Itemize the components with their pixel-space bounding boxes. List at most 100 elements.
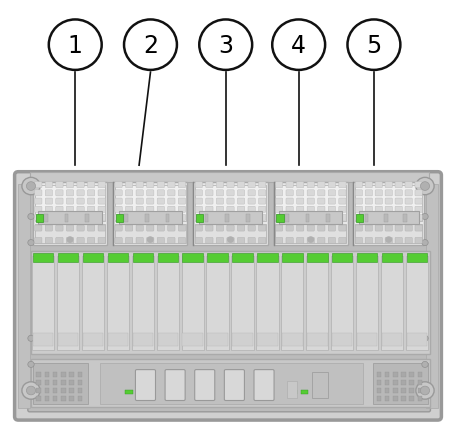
Bar (417, 380, 421, 385)
FancyBboxPatch shape (354, 215, 362, 221)
FancyBboxPatch shape (146, 207, 154, 213)
FancyBboxPatch shape (296, 207, 303, 213)
FancyBboxPatch shape (285, 182, 293, 188)
FancyBboxPatch shape (135, 370, 155, 401)
Bar (287, 381, 297, 398)
Bar (115, 186, 185, 221)
FancyBboxPatch shape (35, 215, 42, 221)
Bar (18, 184, 30, 408)
FancyBboxPatch shape (384, 207, 391, 213)
Bar (257, 333, 277, 346)
FancyBboxPatch shape (28, 181, 430, 412)
FancyBboxPatch shape (338, 215, 345, 221)
FancyBboxPatch shape (394, 207, 401, 213)
Bar (380, 256, 402, 350)
Circle shape (415, 382, 433, 399)
FancyBboxPatch shape (275, 182, 282, 188)
FancyBboxPatch shape (77, 226, 84, 232)
FancyBboxPatch shape (98, 215, 105, 221)
FancyBboxPatch shape (258, 238, 265, 244)
Bar (356, 254, 377, 263)
FancyBboxPatch shape (87, 182, 95, 188)
Circle shape (421, 240, 427, 246)
Bar (61, 372, 66, 378)
Bar (132, 254, 152, 263)
FancyBboxPatch shape (136, 226, 143, 232)
FancyBboxPatch shape (167, 226, 175, 232)
FancyBboxPatch shape (394, 182, 401, 188)
Bar (35, 186, 105, 221)
Bar (100, 363, 362, 404)
FancyBboxPatch shape (136, 238, 143, 244)
FancyBboxPatch shape (364, 207, 372, 213)
FancyBboxPatch shape (178, 199, 185, 205)
Bar (53, 388, 57, 393)
FancyBboxPatch shape (226, 238, 233, 244)
FancyBboxPatch shape (224, 370, 244, 401)
FancyBboxPatch shape (285, 238, 293, 244)
Bar (85, 214, 89, 222)
FancyBboxPatch shape (237, 191, 244, 197)
FancyBboxPatch shape (296, 199, 303, 205)
Bar (331, 333, 352, 346)
Bar (131, 256, 153, 350)
Bar (231, 256, 253, 350)
FancyBboxPatch shape (125, 191, 132, 197)
Bar (409, 380, 413, 385)
Circle shape (28, 214, 34, 220)
Bar (417, 388, 421, 393)
FancyBboxPatch shape (296, 238, 303, 244)
FancyBboxPatch shape (296, 215, 303, 221)
Bar (355, 214, 363, 222)
Circle shape (415, 178, 433, 195)
FancyBboxPatch shape (237, 226, 244, 232)
FancyBboxPatch shape (338, 199, 345, 205)
FancyBboxPatch shape (115, 207, 122, 213)
FancyBboxPatch shape (374, 182, 382, 188)
Bar (145, 214, 148, 222)
FancyBboxPatch shape (394, 199, 401, 205)
Text: 4: 4 (291, 33, 305, 58)
FancyBboxPatch shape (205, 191, 212, 197)
Bar (353, 182, 423, 245)
FancyBboxPatch shape (384, 238, 391, 244)
Bar (118, 211, 182, 224)
FancyBboxPatch shape (136, 191, 143, 197)
FancyBboxPatch shape (115, 182, 122, 188)
FancyBboxPatch shape (35, 191, 42, 197)
FancyBboxPatch shape (205, 215, 212, 221)
Bar (36, 372, 41, 378)
FancyBboxPatch shape (45, 238, 52, 244)
Bar (207, 333, 228, 346)
Text: 1: 1 (68, 33, 82, 58)
Circle shape (199, 20, 252, 71)
FancyBboxPatch shape (87, 226, 95, 232)
FancyBboxPatch shape (157, 226, 164, 232)
FancyBboxPatch shape (35, 226, 42, 232)
Bar (402, 214, 406, 222)
FancyBboxPatch shape (157, 182, 164, 188)
Bar (383, 214, 387, 222)
FancyBboxPatch shape (317, 199, 324, 205)
FancyBboxPatch shape (248, 215, 255, 221)
Bar (204, 214, 208, 222)
FancyBboxPatch shape (317, 191, 324, 197)
FancyBboxPatch shape (216, 238, 223, 244)
FancyBboxPatch shape (384, 215, 391, 221)
FancyBboxPatch shape (77, 215, 84, 221)
Bar (116, 214, 123, 222)
FancyBboxPatch shape (317, 226, 324, 232)
FancyBboxPatch shape (56, 191, 63, 197)
Bar (69, 372, 74, 378)
FancyBboxPatch shape (404, 199, 411, 205)
Bar (38, 211, 101, 224)
FancyBboxPatch shape (146, 182, 154, 188)
FancyBboxPatch shape (216, 207, 223, 213)
FancyBboxPatch shape (77, 182, 84, 188)
Bar (356, 333, 377, 346)
Text: 3: 3 (218, 33, 233, 58)
Bar (53, 396, 57, 401)
Bar (376, 396, 380, 401)
FancyBboxPatch shape (98, 238, 105, 244)
Bar (307, 254, 327, 263)
